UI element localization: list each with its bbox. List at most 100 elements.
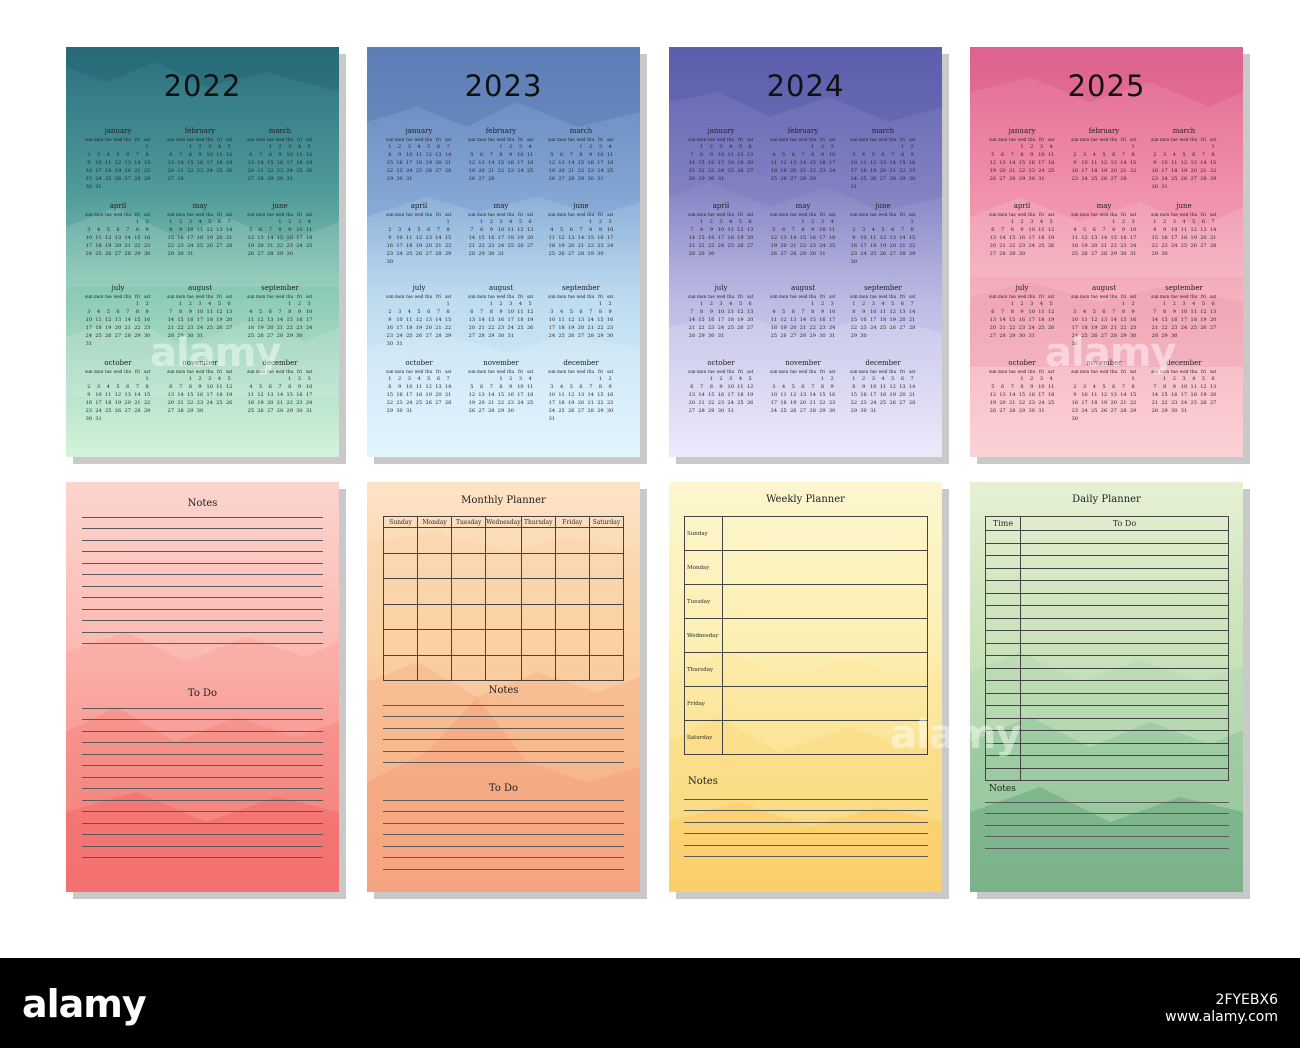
time-cell[interactable]: [985, 767, 1021, 781]
day-cell[interactable]: [485, 527, 522, 554]
day-cell[interactable]: [554, 527, 590, 554]
day-cell[interactable]: [485, 578, 522, 605]
day-number: 24: [548, 408, 556, 414]
day-cell[interactable]: [588, 578, 625, 605]
task-cell[interactable]: [1020, 717, 1229, 731]
day-cell[interactable]: [451, 629, 487, 656]
day-number: 15: [267, 160, 274, 166]
day-number: 15: [386, 392, 394, 398]
task-cell[interactable]: [1020, 680, 1229, 694]
time-cell[interactable]: [985, 542, 1021, 556]
day-cell[interactable]: [520, 578, 556, 605]
day-cell[interactable]: [382, 527, 419, 554]
day-cell[interactable]: [722, 720, 928, 755]
day-number: 15: [708, 392, 715, 398]
day-cell[interactable]: [722, 516, 928, 551]
day-cell[interactable]: [417, 629, 453, 656]
time-cell[interactable]: [985, 655, 1021, 669]
task-cell[interactable]: [1020, 767, 1229, 781]
day-number: 26: [989, 176, 997, 182]
day-cell[interactable]: [722, 652, 928, 687]
day-number: 2: [1020, 301, 1024, 307]
time-cell[interactable]: [985, 692, 1021, 706]
task-cell[interactable]: [1020, 630, 1229, 644]
task-cell[interactable]: [1020, 605, 1229, 619]
day-cell[interactable]: [520, 603, 556, 630]
day-cell[interactable]: [417, 578, 453, 605]
month-name: january: [707, 127, 735, 135]
day-number: 20: [1209, 317, 1217, 323]
task-cell[interactable]: [1020, 530, 1229, 544]
day-number: 18: [406, 325, 413, 331]
day-cell[interactable]: [451, 603, 487, 630]
day-cell[interactable]: [588, 654, 625, 681]
day-number: 4: [217, 144, 222, 150]
day-cell[interactable]: [588, 552, 625, 579]
day-cell[interactable]: [417, 654, 453, 681]
time-cell[interactable]: [985, 555, 1021, 569]
day-cell[interactable]: [588, 603, 625, 630]
task-cell[interactable]: [1020, 617, 1229, 631]
time-cell[interactable]: [985, 630, 1021, 644]
time-cell[interactable]: [985, 667, 1021, 681]
task-cell[interactable]: [1020, 542, 1229, 556]
task-cell[interactable]: [1020, 730, 1229, 744]
day-cell[interactable]: [382, 603, 419, 630]
day-cell[interactable]: [554, 552, 590, 579]
day-cell[interactable]: [588, 527, 625, 554]
day-cell[interactable]: [554, 578, 590, 605]
day-cell[interactable]: [554, 654, 590, 681]
day-cell[interactable]: [417, 603, 453, 630]
weekday-label: Monday: [684, 550, 723, 585]
day-cell[interactable]: [554, 629, 590, 656]
time-cell[interactable]: [985, 592, 1021, 606]
time-cell[interactable]: [985, 605, 1021, 619]
day-cell[interactable]: [451, 527, 487, 554]
time-cell[interactable]: [985, 680, 1021, 694]
task-cell[interactable]: [1020, 742, 1229, 756]
time-cell[interactable]: [985, 567, 1021, 581]
task-cell[interactable]: [1020, 692, 1229, 706]
task-cell[interactable]: [1020, 567, 1229, 581]
task-cell[interactable]: [1020, 655, 1229, 669]
day-cell[interactable]: [722, 618, 928, 653]
day-cell[interactable]: [485, 552, 522, 579]
day-cell[interactable]: [520, 629, 556, 656]
day-cell[interactable]: [485, 629, 522, 656]
time-cell[interactable]: [985, 530, 1021, 544]
day-cell[interactable]: [722, 584, 928, 619]
day-number: 18: [780, 400, 787, 406]
task-cell[interactable]: [1020, 755, 1229, 769]
day-number: 7: [910, 301, 914, 307]
task-cell[interactable]: [1020, 705, 1229, 719]
task-cell[interactable]: [1020, 642, 1229, 656]
day-grid: sun mon tue wed thu fri sat 1 2 3 4 5 6 7 8 9 10 11 12 13 14…: [246, 137, 314, 182]
day-cell[interactable]: [451, 552, 487, 579]
day-cell[interactable]: [417, 527, 453, 554]
day-cell[interactable]: [417, 552, 453, 579]
day-cell[interactable]: [485, 654, 522, 681]
day-cell[interactable]: [520, 527, 556, 554]
task-cell[interactable]: [1020, 667, 1229, 681]
day-cell[interactable]: [722, 550, 928, 585]
day-cell[interactable]: [382, 654, 419, 681]
day-cell[interactable]: [520, 654, 556, 681]
day-cell[interactable]: [382, 578, 419, 605]
time-cell[interactable]: [985, 617, 1021, 631]
day-cell[interactable]: [520, 552, 556, 579]
time-cell[interactable]: [985, 642, 1021, 656]
task-cell[interactable]: [1020, 580, 1229, 594]
day-cell[interactable]: [382, 552, 419, 579]
day-cell[interactable]: [485, 603, 522, 630]
day-cell[interactable]: [588, 629, 625, 656]
day-cell[interactable]: [451, 578, 487, 605]
time-cell[interactable]: [985, 580, 1021, 594]
day-cell[interactable]: [382, 629, 419, 656]
day-cell[interactable]: [554, 603, 590, 630]
task-cell[interactable]: [1020, 592, 1229, 606]
day-number: 24: [717, 168, 725, 174]
day-number: 27: [1091, 251, 1098, 257]
day-number: 16: [296, 392, 303, 398]
task-cell[interactable]: [1020, 555, 1229, 569]
day-cell[interactable]: [451, 654, 487, 681]
